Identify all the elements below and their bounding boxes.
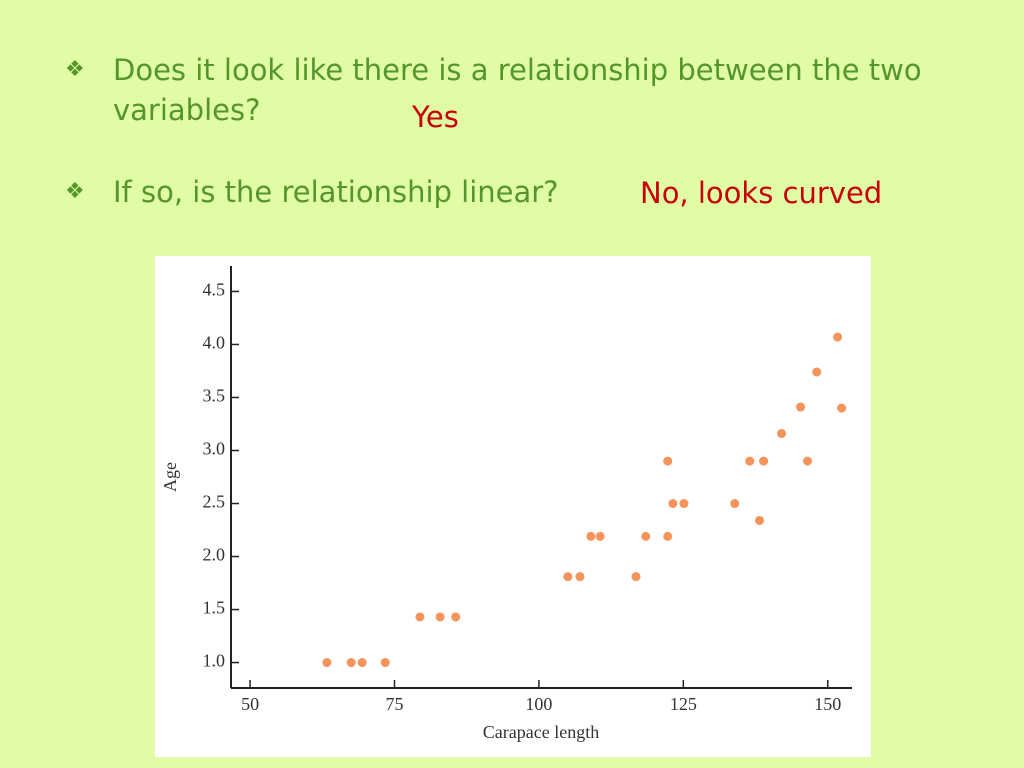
x-tick-label: 75 — [385, 694, 403, 714]
y-tick-label: 4.5 — [203, 280, 226, 300]
y-tick-label: 3.0 — [203, 439, 226, 459]
point — [435, 612, 445, 622]
x-axis-label: Carapace length — [483, 722, 599, 742]
y-tick-label: 4.0 — [203, 333, 226, 353]
point — [777, 429, 787, 439]
point — [451, 612, 461, 622]
point — [803, 456, 813, 466]
point — [745, 456, 755, 466]
answer: Yes — [412, 100, 459, 134]
bullet: Does it look like there is a relationshi… — [65, 50, 943, 130]
x-tick-label: 100 — [525, 694, 552, 714]
y-tick-label: 2.5 — [203, 492, 226, 512]
point — [575, 572, 585, 582]
bullet: If so, is the relationship linear? — [65, 172, 943, 212]
point — [563, 572, 573, 582]
y-axis-label: Age — [160, 462, 180, 492]
point — [837, 403, 847, 413]
point — [755, 515, 765, 525]
y-tick-label: 1.0 — [203, 651, 226, 671]
answer: No, looks curved — [640, 176, 883, 210]
point — [663, 456, 673, 466]
point — [641, 531, 651, 541]
point — [380, 658, 390, 668]
point — [631, 572, 641, 582]
point — [679, 499, 689, 509]
point — [668, 499, 678, 509]
y-tick-label: 2.0 — [203, 545, 226, 565]
x-tick-label: 150 — [814, 694, 841, 714]
point — [322, 658, 332, 668]
point — [586, 531, 596, 541]
point — [812, 367, 822, 377]
point — [357, 658, 367, 668]
point — [346, 658, 356, 668]
point — [730, 499, 740, 509]
point — [415, 612, 425, 622]
point — [759, 456, 769, 466]
point — [796, 402, 806, 412]
y-tick-label: 1.5 — [203, 598, 226, 618]
point — [663, 531, 673, 541]
x-tick-label: 50 — [241, 694, 259, 714]
point — [833, 332, 843, 342]
chart: Age Carapace length 1.0 1.5 2.0 2.5 3.0 3.5 4.… — [155, 256, 871, 757]
point — [595, 531, 605, 541]
x-tick-label: 125 — [670, 694, 697, 714]
y-tick-label: 3.5 — [203, 386, 226, 406]
